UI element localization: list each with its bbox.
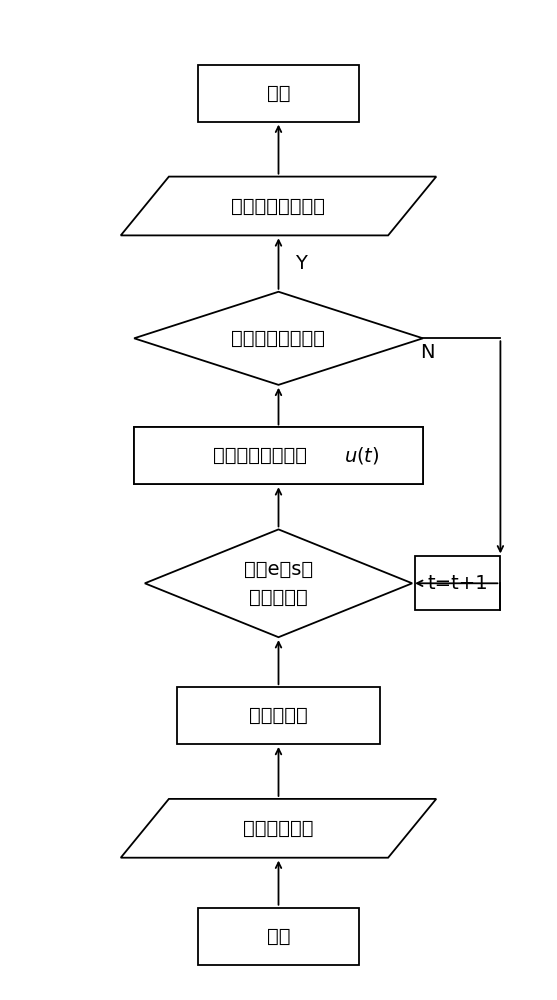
Text: Y: Y [295,254,306,273]
Text: 开始: 开始 [267,927,290,946]
Bar [415,556,500,610]
Text: 输入期望信号: 输入期望信号 [243,819,314,838]
Bar [134,427,423,484]
Text: 输出实际信号轨迹: 输出实际信号轨迹 [232,196,325,216]
Polygon shape [134,292,423,385]
Bar [198,65,359,122]
Text: 初始化参数: 初始化参数 [249,706,308,725]
Polygon shape [121,177,436,235]
Polygon shape [121,799,436,858]
Bar [177,687,380,744]
Text: 是否达到采样个数: 是否达到采样个数 [232,329,325,348]
Bar [198,908,359,965]
Text: 计算e、s及
其一阶导数: 计算e、s及 其一阶导数 [244,560,313,607]
Text: 结束: 结束 [267,84,290,103]
Text: N: N [420,344,434,362]
Polygon shape [145,529,412,637]
Bar [134,427,423,484]
Text: t=t+1: t=t+1 [427,574,488,593]
Text: 计算控制信号输入u(t): 计算控制信号输入u(t) [214,446,343,465]
Text: $u(t)$: $u(t)$ [344,445,379,466]
Text: 计算控制信号输入: 计算控制信号输入 [213,446,307,465]
